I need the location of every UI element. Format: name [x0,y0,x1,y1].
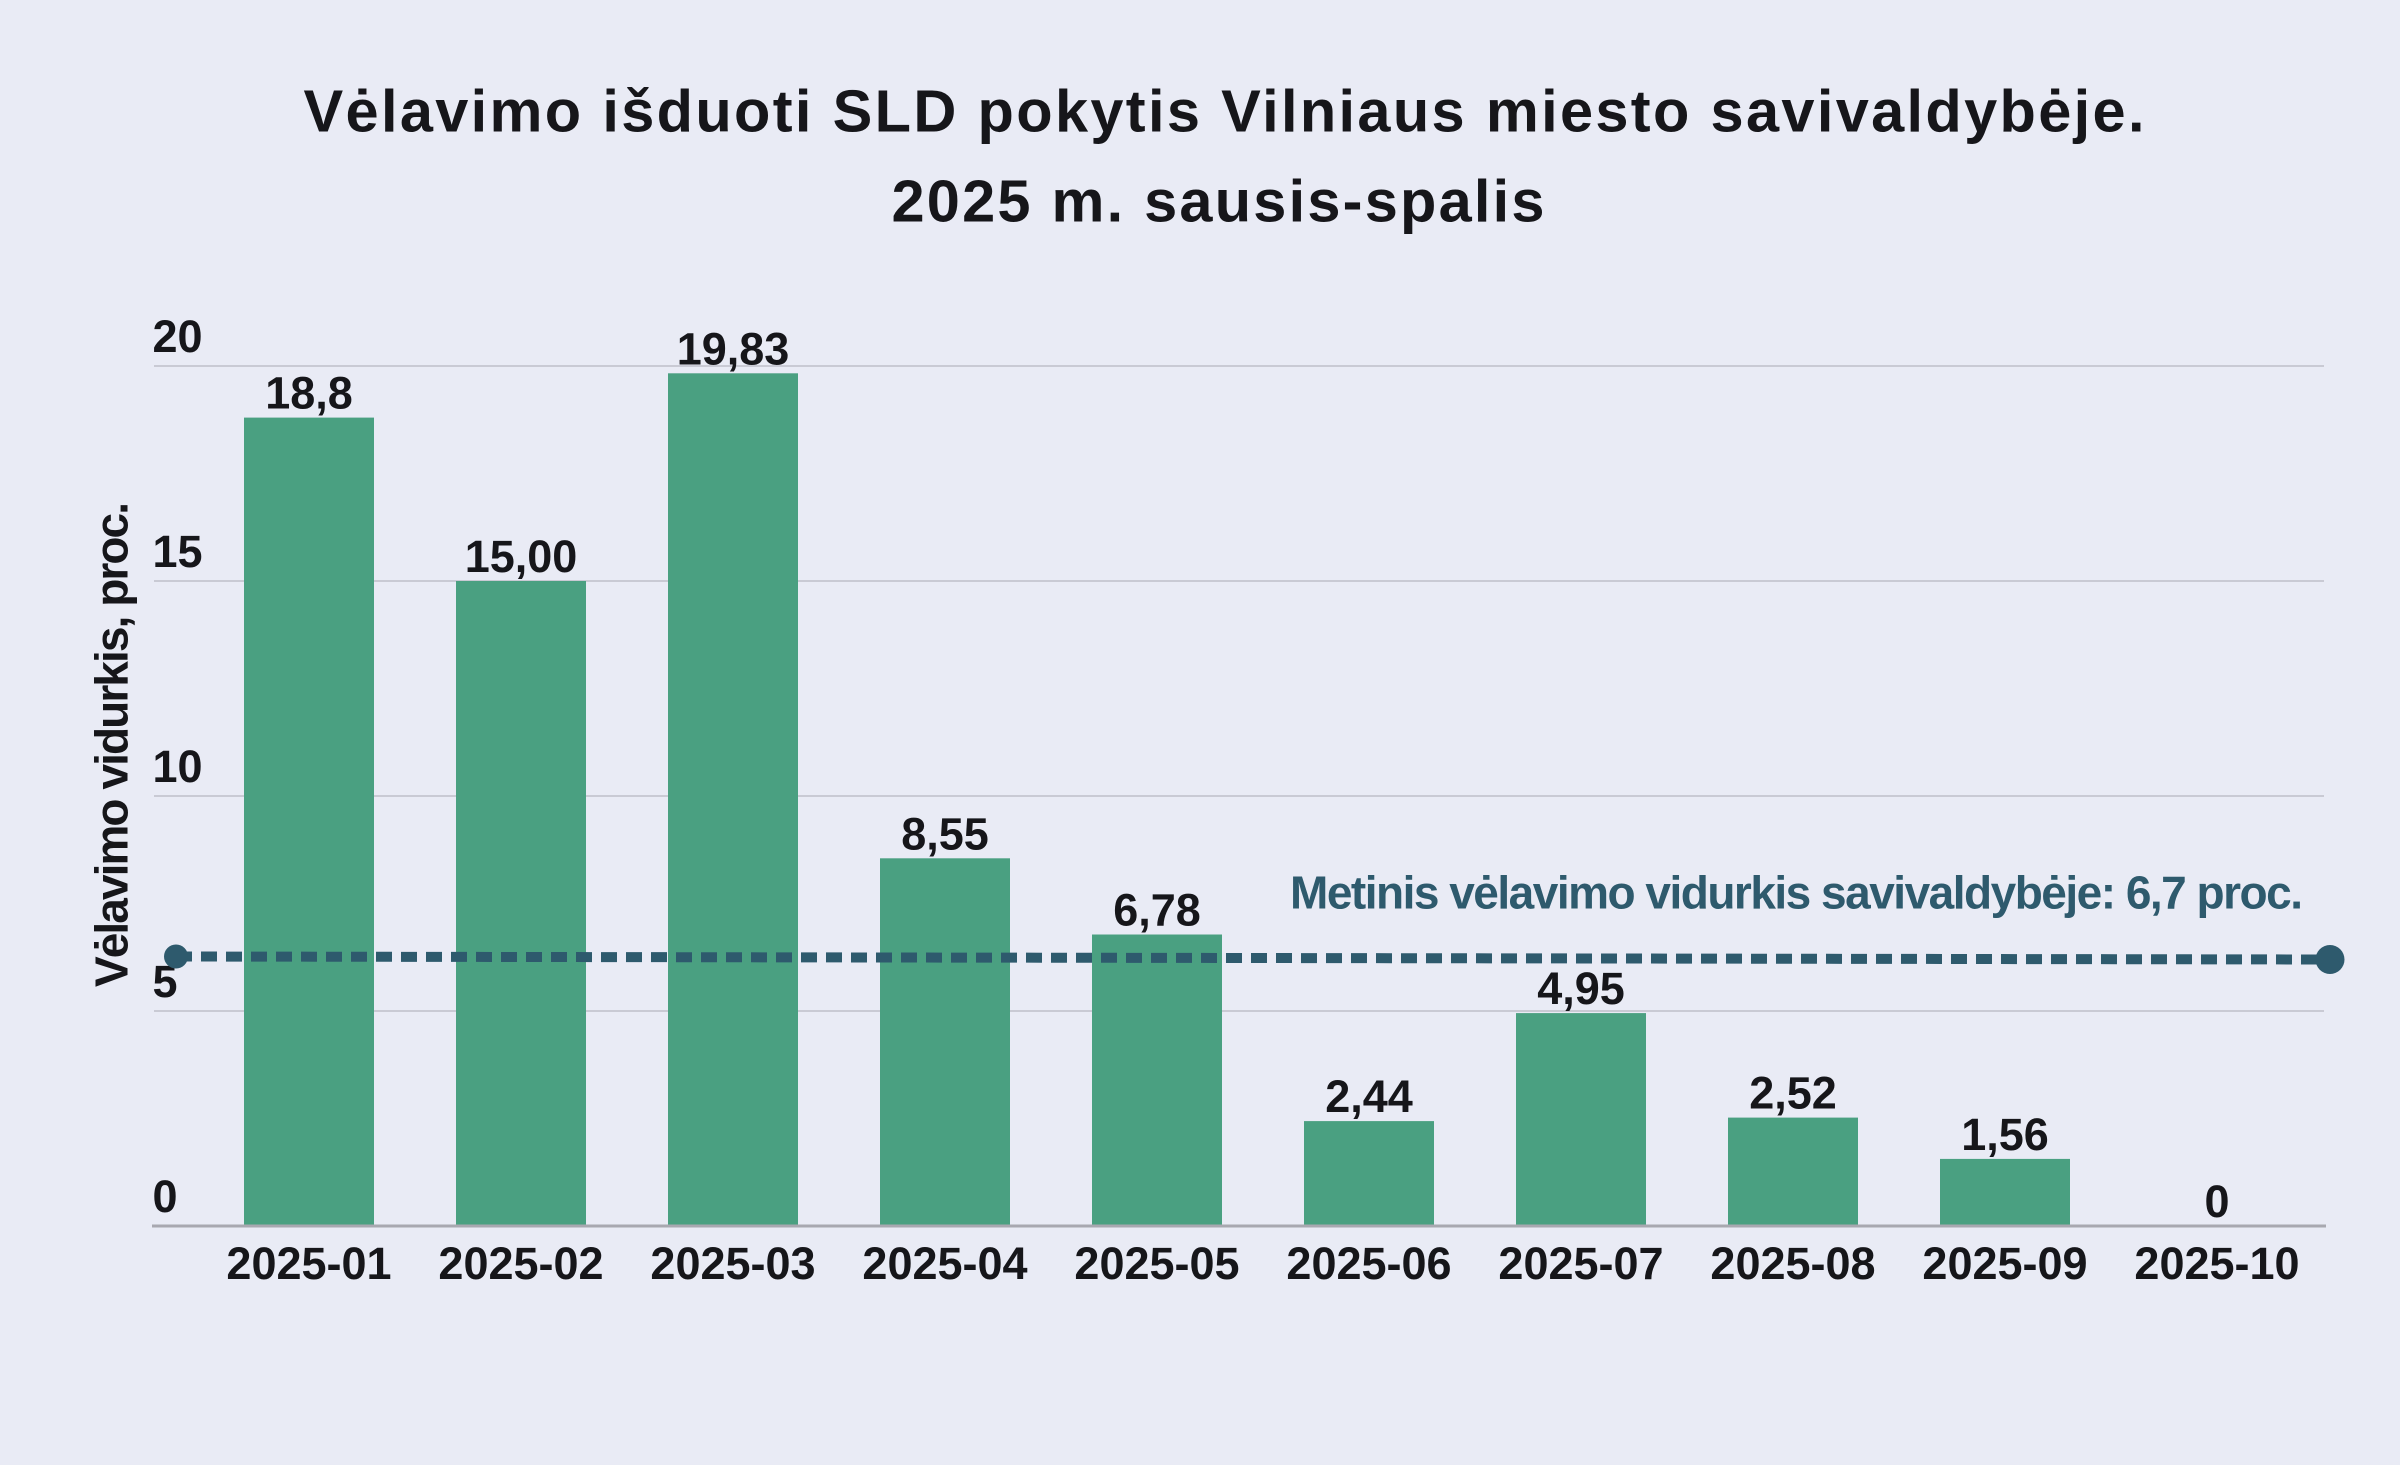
svg-text:Vėlavimo išduoti SLD pokytis V: Vėlavimo išduoti SLD pokytis Vilniaus mi… [304,78,2145,145]
svg-text:2,44: 2,44 [1325,1071,1413,1122]
svg-text:2025-09: 2025-09 [1922,1238,2087,1289]
svg-text:0: 0 [153,1171,178,1222]
svg-text:15: 15 [153,526,203,577]
svg-text:2025-01: 2025-01 [226,1238,391,1289]
svg-text:2025-02: 2025-02 [438,1238,603,1289]
svg-text:19,83: 19,83 [677,323,790,374]
svg-text:1,56: 1,56 [1961,1109,2049,1160]
svg-text:2025-06: 2025-06 [1286,1238,1451,1289]
svg-text:2025-07: 2025-07 [1498,1238,1663,1289]
svg-text:2025-03: 2025-03 [650,1238,815,1289]
svg-text:Vėlavimo vidurkis, proc.: Vėlavimo vidurkis, proc. [86,502,138,987]
svg-text:2025-05: 2025-05 [1074,1238,1239,1289]
svg-text:4,95: 4,95 [1537,963,1625,1014]
svg-text:2025-08: 2025-08 [1710,1238,1875,1289]
svg-text:2025 m. sausis-spalis: 2025 m. sausis-spalis [892,168,1545,235]
svg-text:6,78: 6,78 [1113,885,1201,936]
svg-text:15,00: 15,00 [465,531,578,582]
svg-text:10: 10 [153,741,203,792]
svg-text:0: 0 [2204,1176,2229,1227]
svg-text:Metinis vėlavimo vidurkis savi: Metinis vėlavimo vidurkis savivaldybėje:… [1290,867,2303,919]
svg-text:18,8: 18,8 [265,368,353,419]
svg-text:2025-10: 2025-10 [2134,1238,2299,1289]
svg-text:2,52: 2,52 [1749,1068,1837,1119]
svg-text:2025-04: 2025-04 [862,1238,1027,1289]
svg-text:20: 20 [153,311,203,362]
svg-text:8,55: 8,55 [901,808,989,859]
